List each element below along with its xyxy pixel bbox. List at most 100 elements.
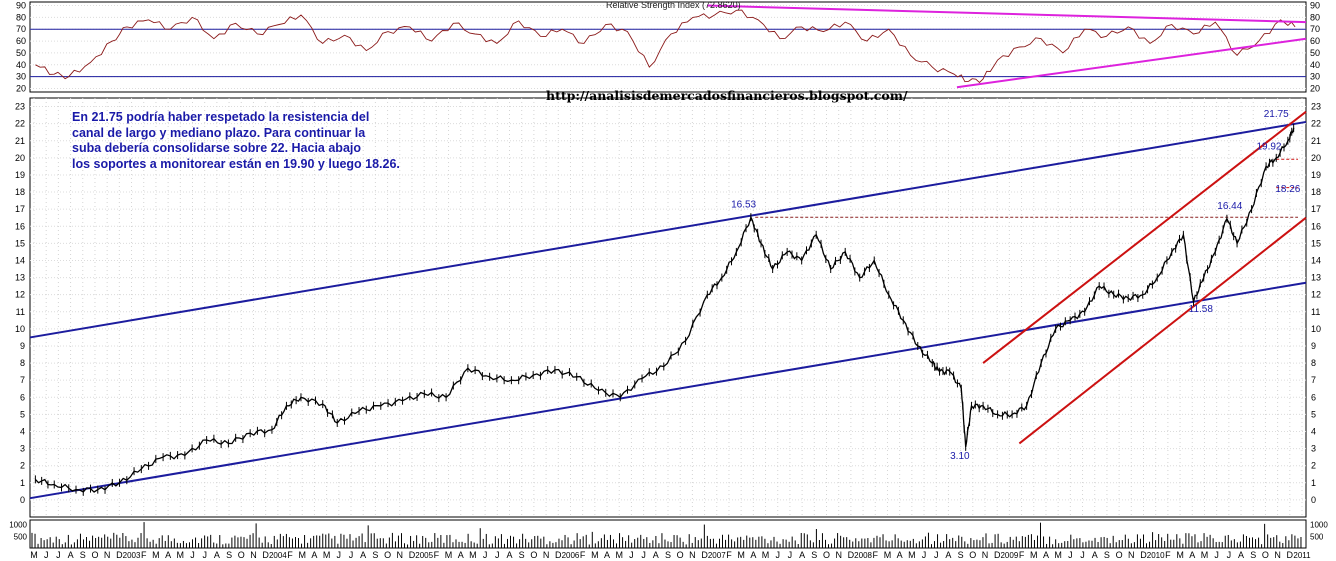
rsi-frame bbox=[29, 1, 1307, 93]
rsi-tick-label: 50 bbox=[1310, 48, 1320, 58]
x-tick-label: J bbox=[641, 550, 646, 560]
x-tick-label: A bbox=[897, 550, 903, 560]
price-trendline bbox=[1018, 216, 1307, 445]
price-tick-label: 4 bbox=[20, 426, 25, 436]
x-tick-label: A bbox=[68, 550, 74, 560]
x-tick-label: J bbox=[775, 550, 780, 560]
x-tick-label: 2006 bbox=[562, 551, 580, 560]
price-trendline bbox=[29, 281, 1307, 500]
annotation-line: En 21.75 podría haber respetado la resis… bbox=[72, 110, 370, 124]
price-point-label: 19.92 bbox=[1256, 141, 1281, 152]
x-tick-label: J bbox=[190, 550, 195, 560]
price-tick-label: 19 bbox=[1311, 170, 1321, 180]
x-tick-label: D bbox=[1140, 550, 1147, 560]
rsi-tick-label: 70 bbox=[16, 24, 26, 34]
x-tick-label: M bbox=[908, 550, 916, 560]
x-tick-label: F bbox=[1165, 550, 1171, 560]
x-tick-label: N bbox=[397, 550, 404, 560]
x-tick-label: N bbox=[982, 550, 989, 560]
x-tick-label: O bbox=[91, 550, 98, 560]
price-tick-label: 23 bbox=[15, 102, 25, 112]
x-tick-label: A bbox=[750, 550, 756, 560]
price-tick-label: 16 bbox=[15, 221, 25, 231]
x-tick-label: N bbox=[104, 550, 111, 560]
x-tick-label: A bbox=[311, 550, 317, 560]
price-tick-label: 2 bbox=[1311, 461, 1316, 471]
price-tick-label: 8 bbox=[1311, 358, 1316, 368]
x-tick-label: J bbox=[337, 550, 342, 560]
x-tick-label: O bbox=[823, 550, 830, 560]
volume-panel: 500 500 1000 1000 bbox=[9, 519, 1328, 549]
x-tick-label: D bbox=[409, 550, 416, 560]
x-tick-label: M bbox=[591, 550, 599, 560]
x-tick-label: M bbox=[30, 550, 38, 560]
x-tick-label: A bbox=[1092, 550, 1098, 560]
price-tick-label: 22 bbox=[15, 119, 25, 129]
x-tick-label: J bbox=[1080, 550, 1085, 560]
price-tick-label: 21 bbox=[1311, 136, 1321, 146]
price-tick-label: 15 bbox=[15, 238, 25, 248]
x-tick-label: M bbox=[1176, 550, 1184, 560]
x-tick-label: O bbox=[1116, 550, 1123, 560]
rsi-tick-label: 20 bbox=[1310, 83, 1320, 93]
rsi-tick-label: 90 bbox=[16, 1, 26, 11]
volume-tick-label: 1000 bbox=[9, 521, 27, 530]
price-point-label: 21.75 bbox=[1264, 109, 1289, 120]
annotation-line: los soportes a monitorear están en 19.90… bbox=[72, 156, 400, 171]
x-tick-label: O bbox=[530, 550, 537, 560]
x-tick-label: O bbox=[238, 550, 245, 560]
volume-tick-label: 500 bbox=[1310, 532, 1324, 541]
price-tick-label: 19 bbox=[15, 170, 25, 180]
price-point-label: 11.58 bbox=[1189, 304, 1214, 315]
x-tick-label: J bbox=[202, 550, 207, 560]
x-tick-label: A bbox=[653, 550, 659, 560]
price-tick-label: 6 bbox=[20, 392, 25, 402]
x-tick-label: J bbox=[349, 550, 354, 560]
x-tick-label: O bbox=[384, 550, 391, 560]
price-tick-label: 4 bbox=[1311, 426, 1316, 436]
x-tick-label: D bbox=[701, 550, 708, 560]
x-tick-label: A bbox=[506, 550, 512, 560]
price-tick-label: 11 bbox=[16, 307, 25, 317]
x-tick-label: A bbox=[458, 550, 464, 560]
price-tick-label: 2 bbox=[20, 461, 25, 471]
price-tick-label: 12 bbox=[15, 290, 25, 300]
price-point-label: 18.26 bbox=[1275, 184, 1300, 195]
price-tick-label: 15 bbox=[1311, 238, 1321, 248]
price-tick-label: 1 bbox=[20, 478, 25, 488]
price-tick-label: 12 bbox=[1311, 290, 1321, 300]
rsi-tick-label: 40 bbox=[16, 60, 26, 70]
rsi-tick-label: 30 bbox=[16, 72, 26, 82]
annotation-text: En 21.75 podría haber respetado la resis… bbox=[72, 110, 432, 172]
rsi-tick-label: 50 bbox=[16, 48, 26, 58]
price-trendline bbox=[29, 120, 1307, 339]
rsi-tick-label: 20 bbox=[16, 83, 26, 93]
x-tick-label: A bbox=[945, 550, 951, 560]
x-tick-label: S bbox=[80, 550, 86, 560]
price-tick-label: 21 bbox=[15, 136, 25, 146]
price-tick-label: 20 bbox=[1311, 153, 1321, 163]
volume-tick-label: 500 bbox=[14, 532, 28, 541]
x-tick-label: M bbox=[1030, 550, 1038, 560]
watermark-url[interactable]: http://analisisdemercadosfinancieros.blo… bbox=[546, 88, 908, 103]
x-tick-label: F bbox=[580, 550, 586, 560]
rsi-tick-label: 70 bbox=[1310, 24, 1320, 34]
x-tick-label: A bbox=[604, 550, 610, 560]
x-tick-label: J bbox=[1068, 550, 1073, 560]
x-tick-label: S bbox=[519, 550, 525, 560]
price-tick-label: 20 bbox=[15, 153, 25, 163]
x-tick-label: A bbox=[360, 550, 366, 560]
x-tick-label: J bbox=[483, 550, 488, 560]
x-tick-label: N bbox=[1274, 550, 1281, 560]
x-tick-label: N bbox=[543, 550, 550, 560]
x-tick-label: O bbox=[1262, 550, 1269, 560]
x-tick-label: M bbox=[323, 550, 331, 560]
x-tick-label: N bbox=[1128, 550, 1135, 560]
x-tick-label: 2009 bbox=[1000, 551, 1018, 560]
rsi-line bbox=[35, 9, 1296, 84]
price-tick-label: 9 bbox=[1311, 341, 1316, 351]
price-tick-label: 9 bbox=[20, 341, 25, 351]
x-tick-label: N bbox=[250, 550, 257, 560]
rsi-tick-label: 30 bbox=[1310, 72, 1320, 82]
